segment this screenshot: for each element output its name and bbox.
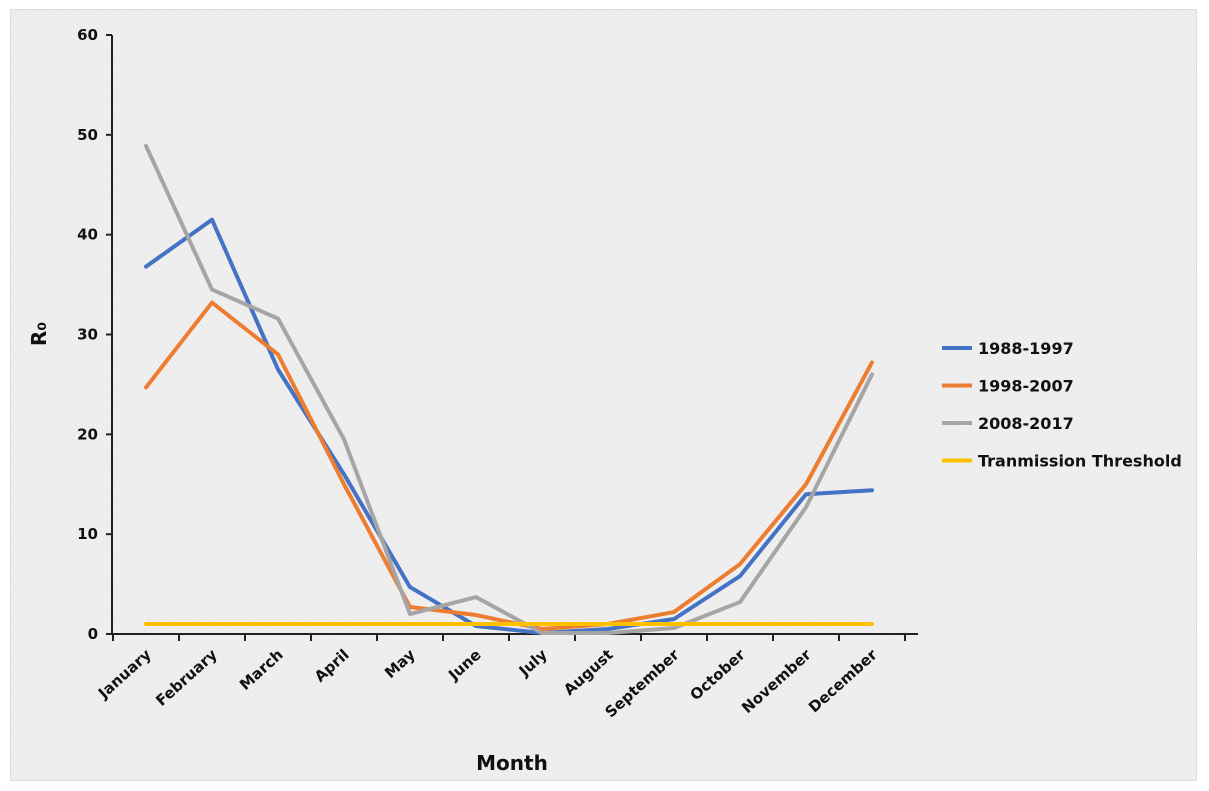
legend-label: 2008-2017 bbox=[978, 414, 1074, 433]
x-tick-label: July bbox=[515, 645, 551, 680]
chart-area bbox=[10, 9, 1197, 781]
x-tick-label: January bbox=[94, 645, 155, 702]
x-tick-label: May bbox=[381, 645, 419, 682]
x-tick-label: November bbox=[738, 645, 815, 717]
series-line bbox=[144, 300, 874, 632]
x-tick-label: August bbox=[560, 646, 616, 699]
y-tick-label: 20 bbox=[77, 425, 98, 443]
x-tick-label: February bbox=[152, 645, 221, 709]
y-tick-label: 50 bbox=[77, 126, 98, 144]
x-tick-label: March bbox=[236, 646, 287, 694]
x-tick-label: April bbox=[311, 646, 353, 686]
legend-label: 1998-2007 bbox=[978, 377, 1074, 396]
y-axis: 0 10 20 30 40 50 60 bbox=[77, 26, 113, 643]
x-tick-label: October bbox=[687, 645, 750, 704]
legend-label: Tranmission Threshold bbox=[978, 452, 1182, 471]
y-tick-label: 60 bbox=[77, 26, 98, 44]
series-line bbox=[144, 143, 874, 636]
series-lines bbox=[144, 143, 874, 636]
x-tick-label: June bbox=[444, 646, 484, 685]
legend-label: 1988-1997 bbox=[978, 339, 1074, 358]
y-tick-label: 0 bbox=[88, 625, 98, 643]
x-tick-label: December bbox=[805, 645, 881, 716]
y-tick-label: 10 bbox=[77, 525, 98, 543]
y-tick-label: 40 bbox=[77, 226, 98, 244]
y-axis-title: R₀ bbox=[27, 322, 51, 346]
legend: 1988-1997 1998-2007 2008-2017 Tranmission T… bbox=[942, 339, 1182, 471]
y-tick-label: 30 bbox=[77, 326, 98, 344]
x-axis-title: Month bbox=[476, 751, 548, 775]
